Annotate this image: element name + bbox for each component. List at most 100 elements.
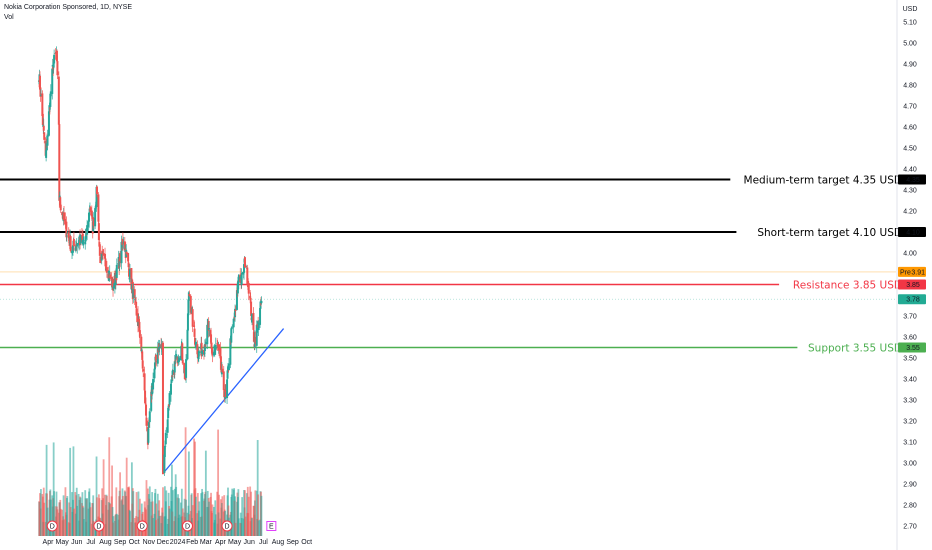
volume-bar (92, 520, 95, 536)
volume-bar (237, 518, 240, 536)
candle-body (147, 422, 150, 428)
medium_target-badge-text: 4.35 (906, 177, 920, 184)
trendline (162, 328, 285, 474)
time-tick-label: May (56, 539, 70, 546)
candle-body (138, 321, 141, 332)
candle-body (187, 292, 190, 301)
candle-body (204, 342, 207, 345)
candle-body (179, 355, 182, 361)
candle-body (127, 253, 130, 262)
volume-bar (185, 499, 187, 536)
volume-bar (52, 442, 55, 536)
candle-body (67, 232, 70, 239)
price-tick-label: 3.30 (903, 398, 917, 405)
price-tick-label: 4.30 (903, 188, 917, 195)
price-tick-label: 3.10 (903, 440, 917, 447)
candle-body (250, 301, 253, 316)
candles (38, 46, 263, 476)
resistance-badge-text: 3.85 (906, 282, 920, 289)
resistance-label: Resistance 3.85 USD (793, 280, 902, 292)
candle-body (147, 428, 150, 443)
candle-body (224, 390, 227, 397)
volume-bar (148, 486, 151, 536)
candle-body (173, 370, 176, 375)
candle-body (185, 359, 188, 378)
volume-bar (257, 494, 260, 536)
candle-body (53, 54, 56, 64)
time-tick-label: Dec (157, 539, 170, 546)
candle-body (104, 253, 107, 259)
candle-body (140, 336, 143, 351)
candle-body (251, 313, 254, 323)
candle-body (154, 354, 157, 361)
price-tick-label: 4.40 (903, 167, 917, 174)
volume-bar (135, 492, 138, 536)
price-tick-label: 4.50 (903, 146, 917, 153)
price-tick-label: 4.70 (903, 104, 917, 111)
candle-body (196, 344, 199, 355)
volume-indicator-label[interactable]: Vol (4, 14, 14, 21)
candle-body (56, 61, 59, 76)
volume-bar (68, 502, 71, 536)
level-lines: Medium-term target 4.35 USD 4.35 Short-ter… (0, 172, 926, 355)
volume-bar (102, 459, 105, 536)
price-tick-label: 4.20 (903, 209, 917, 216)
candle-body (184, 377, 187, 380)
candle-body (132, 289, 135, 298)
candle-body (167, 407, 170, 419)
candle-body (168, 404, 171, 407)
candle-body (210, 347, 213, 353)
volume-bar (187, 451, 190, 536)
candle-body (203, 344, 206, 352)
volume-bar (175, 486, 178, 536)
volume-bar (59, 508, 62, 536)
volume-bar (40, 489, 42, 536)
volume-bar (216, 491, 219, 536)
short_target-badge-text: 4.10 (906, 230, 920, 237)
volume-bar (130, 462, 133, 536)
volume-bar (84, 498, 87, 536)
price-tick-label: 4.00 (903, 251, 917, 258)
candle-body (84, 242, 87, 245)
candle-body (254, 337, 257, 344)
volume-bars (38, 427, 263, 536)
earnings-marker (266, 521, 277, 531)
time-tick-label: May (228, 539, 242, 546)
candle-body (200, 342, 203, 357)
volume-bar (211, 504, 214, 536)
candle-body (174, 360, 177, 362)
candle-body (152, 379, 155, 390)
resistance-badge (898, 279, 926, 290)
candle-body (94, 207, 97, 209)
time-tick-label: Sep (114, 539, 127, 546)
time-tick-label: Jul (259, 539, 268, 546)
volume-bar (162, 487, 164, 536)
candle-body (187, 299, 190, 316)
volume-bar (115, 513, 118, 536)
medium_target-label-bg (730, 172, 901, 186)
candle-body (173, 361, 176, 373)
candle-body (42, 126, 45, 131)
support-label: Support 3.55 USD (808, 343, 902, 355)
candle-body (47, 111, 50, 136)
axes: USD 5.10 5.00 4.90 4.80 4.70 4.60 4.50 4.40 4.30 4… (43, 0, 917, 550)
candle-body (99, 256, 102, 264)
candle-body (247, 282, 250, 294)
candle-body (134, 301, 137, 303)
volume-bar (217, 429, 220, 536)
candle-body (98, 244, 101, 256)
candle-body (191, 309, 194, 327)
candle-body (112, 286, 115, 289)
volume-bar (108, 437, 111, 536)
volume-bar (257, 520, 260, 536)
candle-body (84, 236, 87, 242)
candle-body (252, 332, 255, 342)
candle-body (120, 241, 123, 264)
volume-bar (132, 491, 135, 536)
volume-bar (111, 507, 114, 536)
candle-body (193, 328, 196, 337)
candle-body (221, 368, 224, 373)
price-tick-label: 4.80 (903, 83, 917, 90)
